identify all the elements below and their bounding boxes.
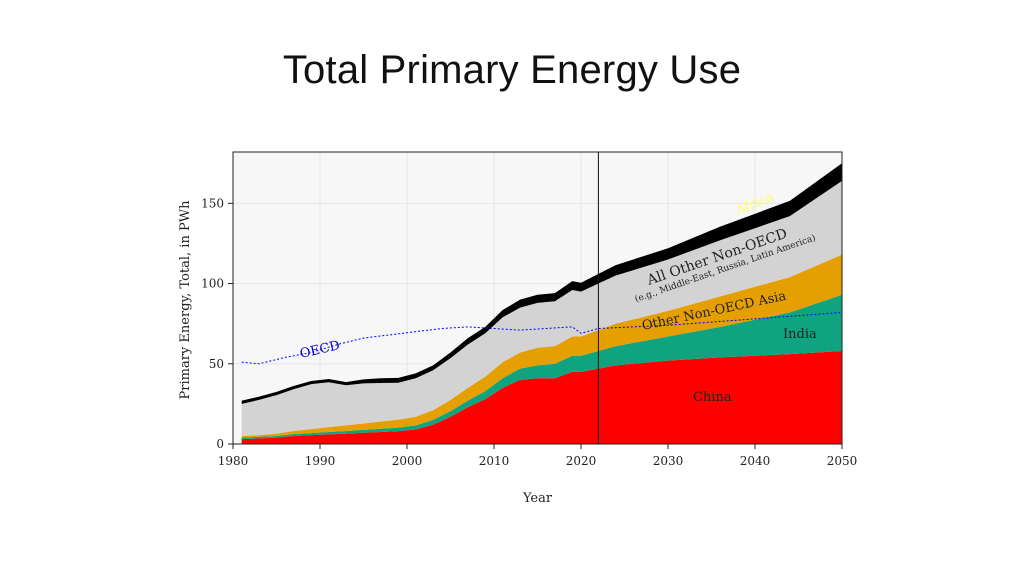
area-all-other-non-oecd bbox=[241, 180, 842, 436]
area-india bbox=[241, 294, 842, 440]
y-tick-label: 50 bbox=[209, 357, 224, 371]
stacked-areas bbox=[241, 163, 842, 444]
label-india: India bbox=[783, 327, 817, 342]
area-china bbox=[241, 350, 842, 444]
y-tick-label: 100 bbox=[201, 277, 224, 291]
x-tick-label: 1980 bbox=[218, 454, 249, 468]
x-tick-label: 2030 bbox=[653, 454, 684, 468]
label-china: China bbox=[693, 390, 732, 405]
x-tick-label: 2020 bbox=[566, 454, 597, 468]
x-tick-label: 2050 bbox=[827, 454, 858, 468]
x-axis-label: Year bbox=[522, 491, 553, 506]
y-tick-label: 150 bbox=[201, 196, 224, 210]
slide-title: Total Primary Energy Use bbox=[282, 48, 742, 92]
y-axis-label: Primary Energy, Total, in PWh bbox=[178, 200, 193, 400]
y-tick-label: 0 bbox=[216, 437, 224, 451]
chart-lines bbox=[241, 152, 843, 444]
x-tick-label: 1990 bbox=[305, 454, 336, 468]
axes: 1980 1990 2000 2010 2020 2030 2040 2050 0 50 100 15… bbox=[178, 196, 857, 506]
x-tick-label: 2010 bbox=[479, 454, 510, 468]
x-tick-label: 2000 bbox=[392, 454, 423, 468]
plot-frame bbox=[232, 151, 843, 445]
x-tick-label: 2040 bbox=[740, 454, 771, 468]
